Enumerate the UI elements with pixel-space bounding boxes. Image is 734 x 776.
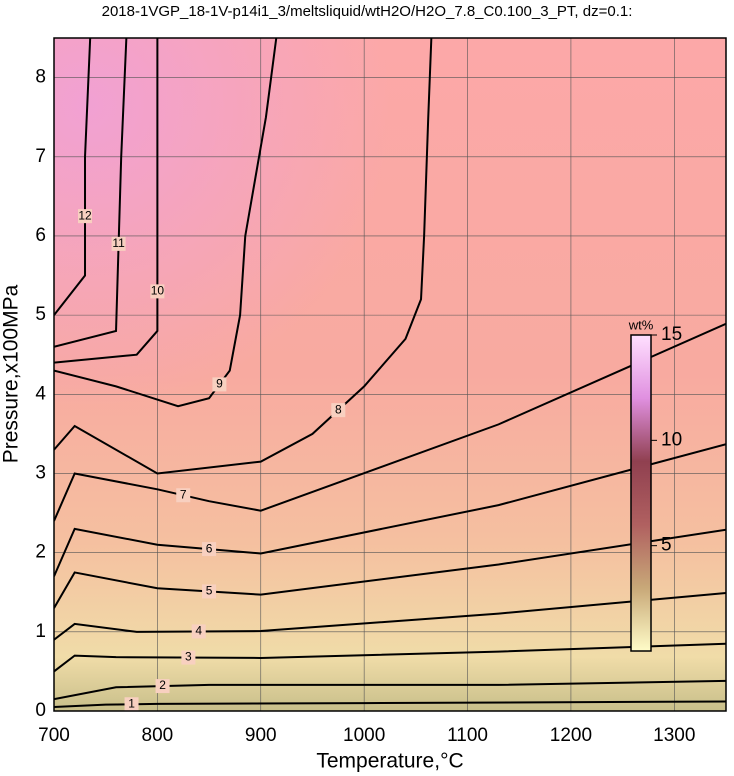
y-tick-label: 6 <box>35 225 46 246</box>
y-axis-label: Pressure,x100MPa <box>0 284 23 463</box>
contour-label-bg <box>202 542 217 557</box>
contour-label: 4 <box>195 624 202 638</box>
y-tick-label: 5 <box>35 304 46 325</box>
contour-label-bg <box>331 403 346 418</box>
contour-label: 9 <box>216 377 223 391</box>
x-axis-label: Temperature,°C <box>316 750 463 773</box>
contour-line <box>54 38 278 408</box>
contour-line <box>54 700 726 709</box>
x-tick-label: 800 <box>142 725 174 746</box>
contour-label: 2 <box>159 678 166 692</box>
contour-label-bg <box>155 679 170 694</box>
colorbar-tick-label: 10 <box>661 429 682 450</box>
contour-line <box>54 322 726 522</box>
x-tick-label: 1200 <box>550 725 592 746</box>
contour-line <box>54 679 726 701</box>
contour-label-bg <box>181 650 196 665</box>
colorbar-tick-label: 15 <box>661 324 682 345</box>
y-tick-label: 2 <box>35 542 46 563</box>
x-tick-label: 900 <box>245 725 277 746</box>
contour-label: 7 <box>180 487 187 501</box>
contour-label: 10 <box>151 284 165 298</box>
y-tick-label: 4 <box>35 383 46 404</box>
contour-label-bg <box>191 624 206 639</box>
colorbar <box>630 334 652 652</box>
x-tick-label: 1000 <box>343 725 385 746</box>
x-tick-label: 1300 <box>653 725 695 746</box>
y-tick-label: 1 <box>35 621 46 642</box>
y-tick-label: 3 <box>35 462 46 483</box>
contour-label-bg <box>111 236 126 251</box>
contour-label-bg <box>176 488 191 503</box>
chart-title: 2018-1VGP_18-1V-p14i1_3/meltsliquid/wtH2… <box>102 3 633 20</box>
contour-label: 11 <box>112 236 125 250</box>
y-tick-label: 7 <box>35 146 46 167</box>
x-tick-label: 700 <box>38 725 70 746</box>
contour-label: 5 <box>206 584 213 598</box>
contour-line <box>54 38 433 475</box>
contour-label: 3 <box>185 650 192 664</box>
contour-label-bg <box>212 377 227 392</box>
contour-label-bg <box>124 697 139 711</box>
contour-label-bg <box>202 584 217 599</box>
contour-label: 6 <box>206 541 213 555</box>
y-tick-label: 0 <box>35 700 46 721</box>
x-tick-label: 1100 <box>447 725 488 746</box>
frame <box>53 37 727 712</box>
field-tint <box>54 38 726 711</box>
y-tick-label: 8 <box>35 67 46 88</box>
contour-label: 1 <box>128 696 135 710</box>
colorbar-tick-label: 5 <box>661 535 672 556</box>
contour-label-bg <box>78 209 93 224</box>
contour-label-bg <box>150 284 165 299</box>
colorbar-label: wt% <box>628 317 654 332</box>
contour-label: 8 <box>335 402 342 416</box>
contour-label: 12 <box>78 208 92 222</box>
